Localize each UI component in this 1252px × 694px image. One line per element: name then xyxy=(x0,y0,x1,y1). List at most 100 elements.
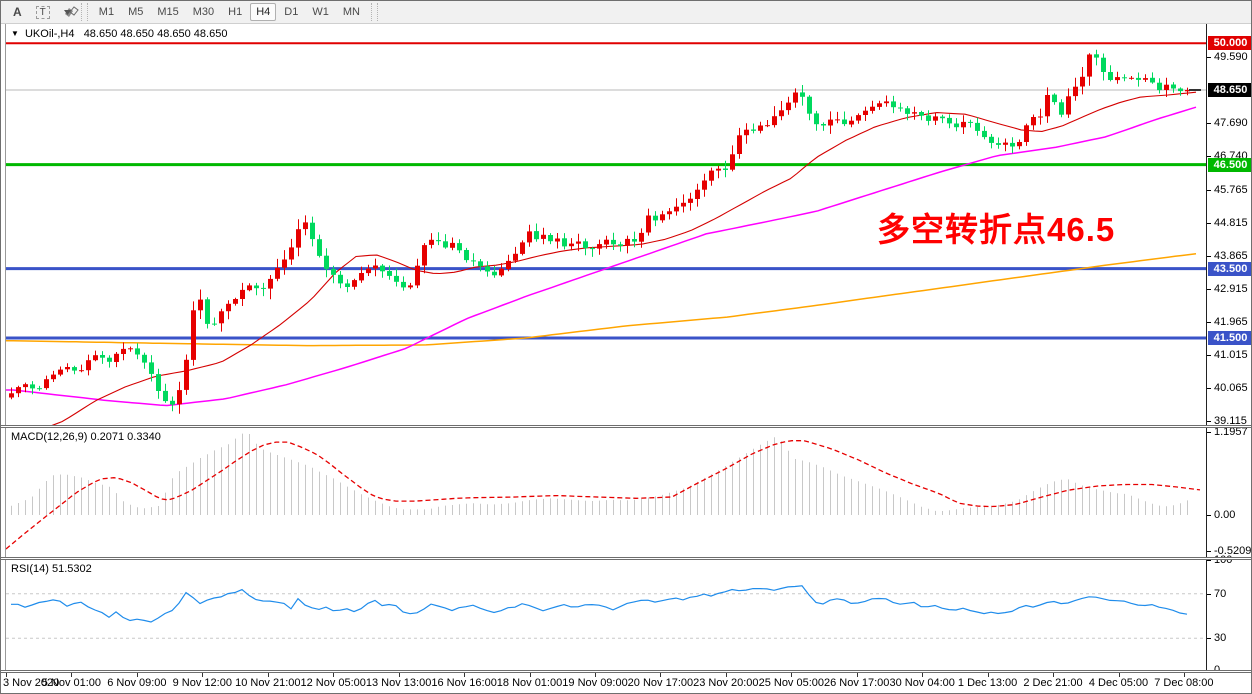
macd-tick-0.00: 0.00 xyxy=(1214,509,1236,521)
macd-tick-1.1957: 1.1957 xyxy=(1214,425,1248,438)
tick-mark xyxy=(1207,190,1211,192)
time-tick-mark xyxy=(725,673,727,677)
macd-signal-line xyxy=(6,440,1201,550)
price-axis[interactable]: 49.590 47.690 46.740 45.765 44.815 43.865 42.9… xyxy=(1206,24,1252,693)
tick-mark xyxy=(1207,321,1211,323)
price-tick-40.065: 40.065 xyxy=(1214,381,1248,394)
rsi-timeaxis-splitter[interactable] xyxy=(1,670,1251,673)
timeframe-button-m1[interactable]: M1 xyxy=(93,3,120,21)
timeframe-button-mn[interactable]: MN xyxy=(337,3,366,21)
current-price-badge: 48.650 xyxy=(1208,83,1251,97)
time-tick-mark xyxy=(660,673,662,677)
time-label-16: 2 Dec 21:00 xyxy=(1023,677,1083,689)
price-tick-49.590: 49.590 xyxy=(1214,51,1248,64)
chart-annotation-text[interactable]: 多空转折点46.5 xyxy=(877,211,1116,248)
tick-mark xyxy=(1207,593,1211,595)
timeframe-button-m5[interactable]: M5 xyxy=(122,3,149,21)
chart-title-row: ▼ UKOil-,H4 48.650 48.650 48.650 48.650 xyxy=(11,28,227,40)
price-tick-47.690: 47.690 xyxy=(1214,117,1248,130)
time-label-17: 4 Dec 05:00 xyxy=(1088,677,1149,689)
time-tick-mark xyxy=(333,673,335,677)
collapse-triangle-icon[interactable]: ▼ xyxy=(11,29,19,38)
time-label-3: 9 Nov 12:00 xyxy=(172,677,232,689)
time-label-15: 1 Dec 13:00 xyxy=(957,677,1018,689)
tick-mark xyxy=(1207,223,1211,225)
price-tick-39.115: 39.115 xyxy=(1214,414,1247,427)
rsi-tick-70: 70 xyxy=(1214,587,1227,600)
time-label-12: 25 Nov 05:00 xyxy=(758,677,825,689)
timeframe-button-m15[interactable]: M15 xyxy=(151,3,184,21)
time-label-14: 30 Nov 04:00 xyxy=(889,677,955,689)
rsi-tick-30: 30 xyxy=(1214,632,1227,645)
timeframe-button-w1[interactable]: W1 xyxy=(306,3,335,21)
tick-mark xyxy=(1207,123,1211,125)
tick-mark xyxy=(1207,156,1211,158)
time-label-6: 13 Nov 13:00 xyxy=(365,677,432,689)
toolbar-separator xyxy=(80,3,88,21)
tick-mark xyxy=(1207,57,1211,59)
ma-mid xyxy=(6,106,1197,407)
timeframe-button-group: M1 M5 M15 M30 H1 H4 D1 W1 MN xyxy=(92,3,367,21)
timeframe-button-h4[interactable]: H4 xyxy=(250,3,277,21)
rsi-line xyxy=(11,585,1188,623)
time-label-10: 20 Nov 17:00 xyxy=(627,677,694,689)
time-label-5: 12 Nov 05:00 xyxy=(300,677,366,689)
time-tick-mark xyxy=(202,673,204,677)
tick-mark xyxy=(1207,387,1211,389)
level-badge-46.500: 46.500 xyxy=(1208,157,1251,172)
price-tick-44.815: 44.815 xyxy=(1214,217,1248,230)
time-tick-mark xyxy=(267,673,269,677)
dropdown-caret-icon xyxy=(63,9,71,15)
price-tick-41.015: 41.015 xyxy=(1214,348,1248,361)
toolbar: A T M1 M5 M15 M30 H1 H4 D1 W1 MN xyxy=(1,1,1251,24)
time-label-7: 16 Nov 16:00 xyxy=(431,677,497,689)
text-tool-icon: T xyxy=(35,6,50,19)
price-tick-41.965: 41.965 xyxy=(1214,315,1248,328)
time-label-4: 10 Nov 21:00 xyxy=(235,677,301,689)
time-tick-mark xyxy=(136,673,138,677)
rsi-indicator-label: RSI(14) 51.5302 xyxy=(11,563,92,575)
level-badge-41.500: 41.500 xyxy=(1208,331,1251,345)
time-label-8: 18 Nov 01:00 xyxy=(496,677,563,689)
time-label-1: 5 Nov 01:00 xyxy=(41,677,102,689)
shapes-icon xyxy=(64,6,79,17)
macd-plot[interactable] xyxy=(6,429,1206,557)
chart-area xyxy=(1,24,1251,693)
time-label-2: 6 Nov 09:00 xyxy=(107,677,167,689)
current-price-marker xyxy=(1189,89,1201,91)
time-tick-mark xyxy=(595,673,596,677)
price-chart-plot[interactable] xyxy=(6,25,1206,426)
tick-mark xyxy=(1207,288,1211,290)
time-tick-mark xyxy=(71,673,73,677)
timeframe-button-h1[interactable]: H1 xyxy=(222,3,248,21)
time-tick-mark xyxy=(398,673,400,677)
time-tick-mark xyxy=(529,673,531,677)
time-tick-mark xyxy=(1053,673,1054,677)
shapes-tool-button[interactable] xyxy=(58,3,79,21)
time-label-13: 26 Nov 17:00 xyxy=(823,677,890,689)
timeframe-button-m30[interactable]: M30 xyxy=(187,3,220,21)
macd-rsi-splitter[interactable] xyxy=(1,557,1251,560)
text-tool-button[interactable]: T xyxy=(30,3,56,21)
time-label-18: 7 Dec 08:00 xyxy=(1154,677,1214,689)
tick-mark xyxy=(1207,515,1211,516)
tick-mark xyxy=(1207,560,1211,562)
rsi-plot[interactable] xyxy=(6,560,1206,671)
tick-mark xyxy=(1207,638,1211,640)
tick-mark xyxy=(1207,551,1211,553)
time-tick-mark xyxy=(1118,673,1120,677)
main-macd-splitter[interactable] xyxy=(1,425,1251,428)
time-axis[interactable]: 3 Nov 2020 5 Nov 01:00 6 Nov 09:00 9 Nov 12… xyxy=(1,673,1251,693)
time-tick-mark xyxy=(6,673,7,677)
price-tick-45.765: 45.765 xyxy=(1214,184,1248,197)
time-label-11: 23 Nov 20:00 xyxy=(693,677,759,689)
tick-mark xyxy=(1207,255,1211,257)
time-tick-mark xyxy=(987,673,989,677)
timeframe-button-d1[interactable]: D1 xyxy=(278,3,304,21)
font-label-tool-button[interactable]: A xyxy=(7,3,28,21)
macd-tick--0.5209: -0.5209 xyxy=(1214,545,1252,558)
level-badge-50.000: 50.000 xyxy=(1208,36,1251,51)
tick-mark xyxy=(1207,431,1211,433)
time-label-0: 3 Nov 2020 xyxy=(3,677,60,689)
